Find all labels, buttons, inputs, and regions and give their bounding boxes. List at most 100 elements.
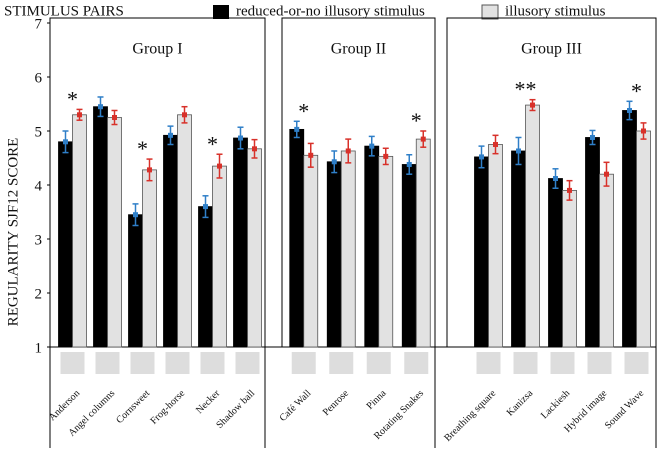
error-point <box>627 107 632 113</box>
bar <box>525 104 540 348</box>
bar <box>289 128 305 348</box>
bar <box>212 165 227 348</box>
thumbnail <box>200 352 225 374</box>
x-tick-label: Sound Wave <box>603 388 647 432</box>
thumbnail <box>95 352 120 374</box>
bar <box>378 155 394 348</box>
error-point <box>493 142 498 147</box>
bar <box>340 150 356 348</box>
y-tick-label: 7 <box>35 16 43 32</box>
panel <box>281 17 436 348</box>
thumbnail <box>476 352 501 374</box>
error-point <box>530 102 535 108</box>
x-tick-label: Pinna <box>365 388 389 412</box>
error-point <box>294 126 300 132</box>
error-point <box>77 112 82 118</box>
x-tick-label: Lackiesh <box>539 388 572 421</box>
bar <box>72 114 87 348</box>
thumbnail <box>404 352 429 374</box>
bar <box>415 138 431 348</box>
significance: * <box>298 98 309 123</box>
group-title: Group III <box>521 41 582 58</box>
significance: * <box>67 86 78 111</box>
error-point <box>345 148 351 154</box>
error-point <box>331 159 337 165</box>
bar <box>636 130 651 348</box>
legend-label: illusory stimulus <box>505 3 606 19</box>
bar <box>198 206 213 348</box>
thumbnail <box>165 352 190 374</box>
group-title: Group II <box>331 41 387 58</box>
group-title: Group I <box>132 41 182 58</box>
thumbnail <box>513 352 538 374</box>
x-tick-label: Necker <box>194 387 223 416</box>
thumbnail <box>130 352 155 374</box>
bar <box>511 150 526 348</box>
y-tick-label: 2 <box>35 286 43 302</box>
error-point <box>147 167 152 173</box>
bar <box>233 137 248 348</box>
significance: * <box>411 108 422 133</box>
error-point <box>479 154 484 160</box>
error-point <box>252 146 257 152</box>
bar <box>364 145 380 348</box>
thumbnail <box>329 352 354 374</box>
error-point <box>641 128 646 134</box>
error-point <box>516 148 521 154</box>
error-point <box>238 135 243 141</box>
error-point <box>369 143 375 149</box>
bar <box>622 110 637 348</box>
bar <box>401 164 417 348</box>
bar <box>128 214 143 348</box>
error-point <box>420 136 426 142</box>
thumbnail <box>235 352 260 374</box>
bar <box>163 134 178 348</box>
y-tick-label: 3 <box>35 232 43 248</box>
significance: * <box>207 131 218 156</box>
error-point <box>590 134 595 140</box>
error-point <box>604 171 609 177</box>
bar <box>488 144 503 348</box>
significance: * <box>631 78 642 103</box>
error-point <box>63 139 68 145</box>
error-point <box>553 176 558 182</box>
error-point <box>308 152 314 158</box>
y-axis-label: REGULARITY SJF12 SCORE <box>5 138 21 327</box>
error-point <box>203 204 208 210</box>
legend-swatch <box>481 4 499 20</box>
x-tick-label: Anderson <box>47 388 82 423</box>
bar <box>326 161 342 348</box>
x-tick-label: Breathing square <box>442 388 498 444</box>
error-point <box>217 163 222 169</box>
y-tick-label: 1 <box>35 340 43 356</box>
y-tick-label: 4 <box>35 178 43 194</box>
bar <box>247 148 262 348</box>
bar <box>93 106 108 348</box>
bar <box>562 189 577 348</box>
bar <box>474 156 489 348</box>
x-tick-label: Frog-horse <box>148 388 187 427</box>
bar <box>548 178 563 348</box>
error-point <box>567 187 572 193</box>
thumbnail <box>366 352 391 374</box>
bar <box>142 169 157 348</box>
thumbnail <box>624 352 649 374</box>
legend-title: STIMULUS PAIRS <box>4 3 124 19</box>
significance: * <box>137 136 148 161</box>
error-point <box>133 212 138 218</box>
y-tick-label: 5 <box>35 124 43 140</box>
y-tick-label: 6 <box>35 70 43 86</box>
x-tick-label: Penrose <box>321 388 352 419</box>
legend-label: reduced-or-no illusory stimulus <box>236 3 425 19</box>
error-point <box>112 115 117 120</box>
error-point <box>182 112 187 118</box>
bar <box>107 117 122 348</box>
bar <box>599 173 614 348</box>
x-tick-label: Café Wall <box>278 388 314 424</box>
x-tick-label: Kanizsa <box>505 388 536 419</box>
panel <box>49 17 266 348</box>
thumbnail <box>291 352 316 374</box>
bar <box>303 154 319 348</box>
error-point <box>406 161 412 167</box>
bar <box>177 114 192 348</box>
